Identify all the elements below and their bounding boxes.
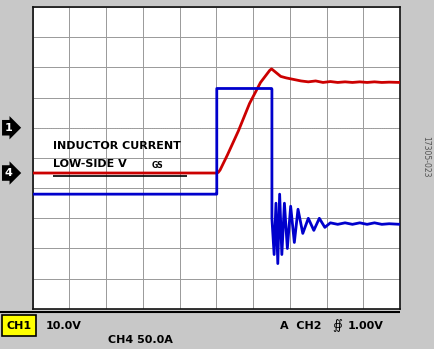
Text: CH4 50.0A: CH4 50.0A [107, 335, 172, 344]
Text: 17305-023: 17305-023 [421, 136, 430, 178]
Text: ∯: ∯ [332, 319, 341, 332]
Text: 1.00V: 1.00V [347, 321, 383, 331]
Text: GS: GS [152, 162, 163, 171]
FancyBboxPatch shape [2, 315, 36, 336]
Text: INDUCTOR CURRENT: INDUCTOR CURRENT [53, 141, 180, 151]
Text: 1: 1 [5, 123, 13, 133]
Text: CH1: CH1 [7, 321, 32, 331]
Text: A  CH2: A CH2 [279, 321, 321, 331]
Text: 10.0V: 10.0V [46, 321, 82, 331]
Text: LOW-SIDE V: LOW-SIDE V [53, 159, 126, 169]
Text: 4: 4 [5, 168, 13, 178]
